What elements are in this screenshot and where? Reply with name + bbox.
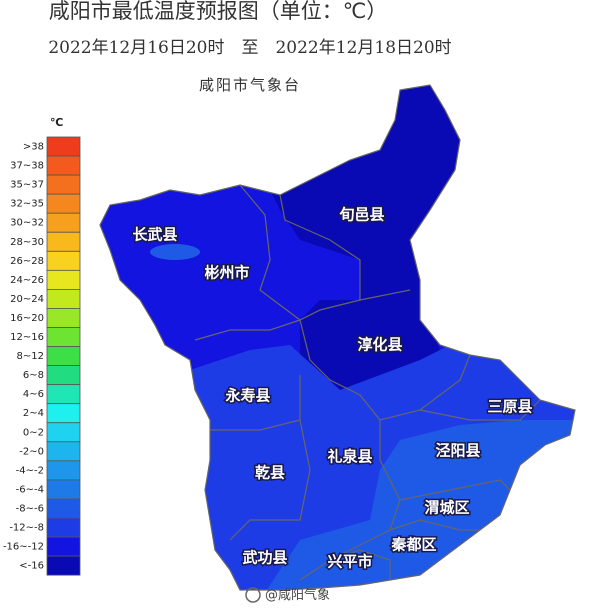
- legend-swatch: [46, 269, 81, 290]
- legend-label: >38: [23, 142, 44, 153]
- legend-label: -6~-4: [16, 484, 44, 495]
- county-borders: [99, 84, 576, 591]
- legend-swatch: [46, 422, 81, 443]
- weibo-icon: [245, 587, 261, 603]
- county-label: 旬邑县: [338, 206, 384, 224]
- county-label: 武功县: [242, 549, 287, 567]
- legend-swatch: [46, 174, 81, 195]
- legend-swatch: [46, 536, 81, 557]
- legend-label: 8~12: [17, 351, 44, 362]
- legend-label: 37~38: [10, 161, 44, 172]
- legend-label: 6~8: [23, 370, 44, 381]
- county-label: 三原县: [487, 398, 532, 416]
- watermark-text: @咸阳气象: [265, 587, 330, 603]
- legend-label: -4~-2: [16, 465, 44, 476]
- legend-swatch: [46, 403, 81, 424]
- subtitle: 2022年12月16日20时 至 2022年12月18日20时: [48, 38, 451, 58]
- legend-swatch: [46, 288, 81, 309]
- legend-swatch: [46, 384, 81, 405]
- legend-swatch: [46, 250, 81, 271]
- legend-label: -8~-6: [16, 503, 44, 514]
- county-label: 兴平市: [327, 553, 372, 571]
- legend-swatch: [46, 555, 81, 576]
- legend-label: -16~-12: [3, 542, 44, 553]
- legend-swatch: [46, 231, 81, 252]
- county-label: 礼泉县: [327, 448, 372, 466]
- legend-swatch: [46, 212, 81, 233]
- legend-label: 32~35: [10, 199, 44, 210]
- legend-swatch: [46, 346, 81, 366]
- legend-unit: ℃: [50, 116, 63, 129]
- region: [270, 85, 480, 390]
- legend-swatch: [46, 365, 81, 386]
- legend-label: 30~32: [10, 218, 44, 229]
- legend-label: -12~-8: [9, 523, 44, 534]
- legend-swatch: [46, 155, 81, 176]
- legend-label: 12~16: [10, 332, 44, 343]
- legend-label: 16~20: [10, 313, 44, 324]
- legend-swatch: [46, 460, 81, 481]
- agency: 咸阳市气象台: [199, 76, 301, 94]
- county-label: 长武县: [132, 226, 177, 244]
- legend-swatch: [46, 517, 81, 538]
- watermark: @咸阳气象: [245, 587, 330, 603]
- region: [150, 244, 200, 260]
- legend-swatch: [46, 498, 81, 519]
- legend-label: -2~0: [19, 446, 44, 457]
- legend-label: 2~4: [23, 408, 44, 419]
- legend-swatch: [46, 441, 81, 462]
- legend-swatch: [46, 193, 81, 214]
- county-label: 乾县: [255, 464, 285, 482]
- legend-label: 24~26: [10, 275, 44, 286]
- legend-label: <-16: [19, 561, 44, 572]
- county-label: 泾阳县: [435, 442, 480, 460]
- legend-swatch: [46, 479, 81, 500]
- legend-label: 35~37: [10, 180, 44, 191]
- legend-label: 0~2: [23, 427, 44, 438]
- legend-label: 20~24: [10, 294, 44, 305]
- title: 咸阳市最低温度预报图（单位：℃）: [49, 0, 388, 23]
- legend-swatch: [46, 136, 81, 157]
- legend-swatch: [46, 308, 81, 328]
- county-label: 秦都区: [390, 536, 436, 554]
- county-label: 彬州市: [204, 264, 249, 282]
- map: [100, 85, 575, 590]
- legend-swatch: [46, 327, 81, 347]
- legend: >38 37~38 35~37 32~35 30~32 28~30 26~28 24~26 20…: [3, 136, 81, 576]
- county-label: 淳化县: [357, 336, 402, 354]
- legend-label: 26~28: [10, 256, 44, 267]
- legend-label: 28~30: [10, 237, 44, 248]
- county-label: 渭城区: [424, 499, 469, 517]
- county-label: 永寿县: [224, 387, 270, 405]
- legend-label: 4~6: [23, 389, 44, 400]
